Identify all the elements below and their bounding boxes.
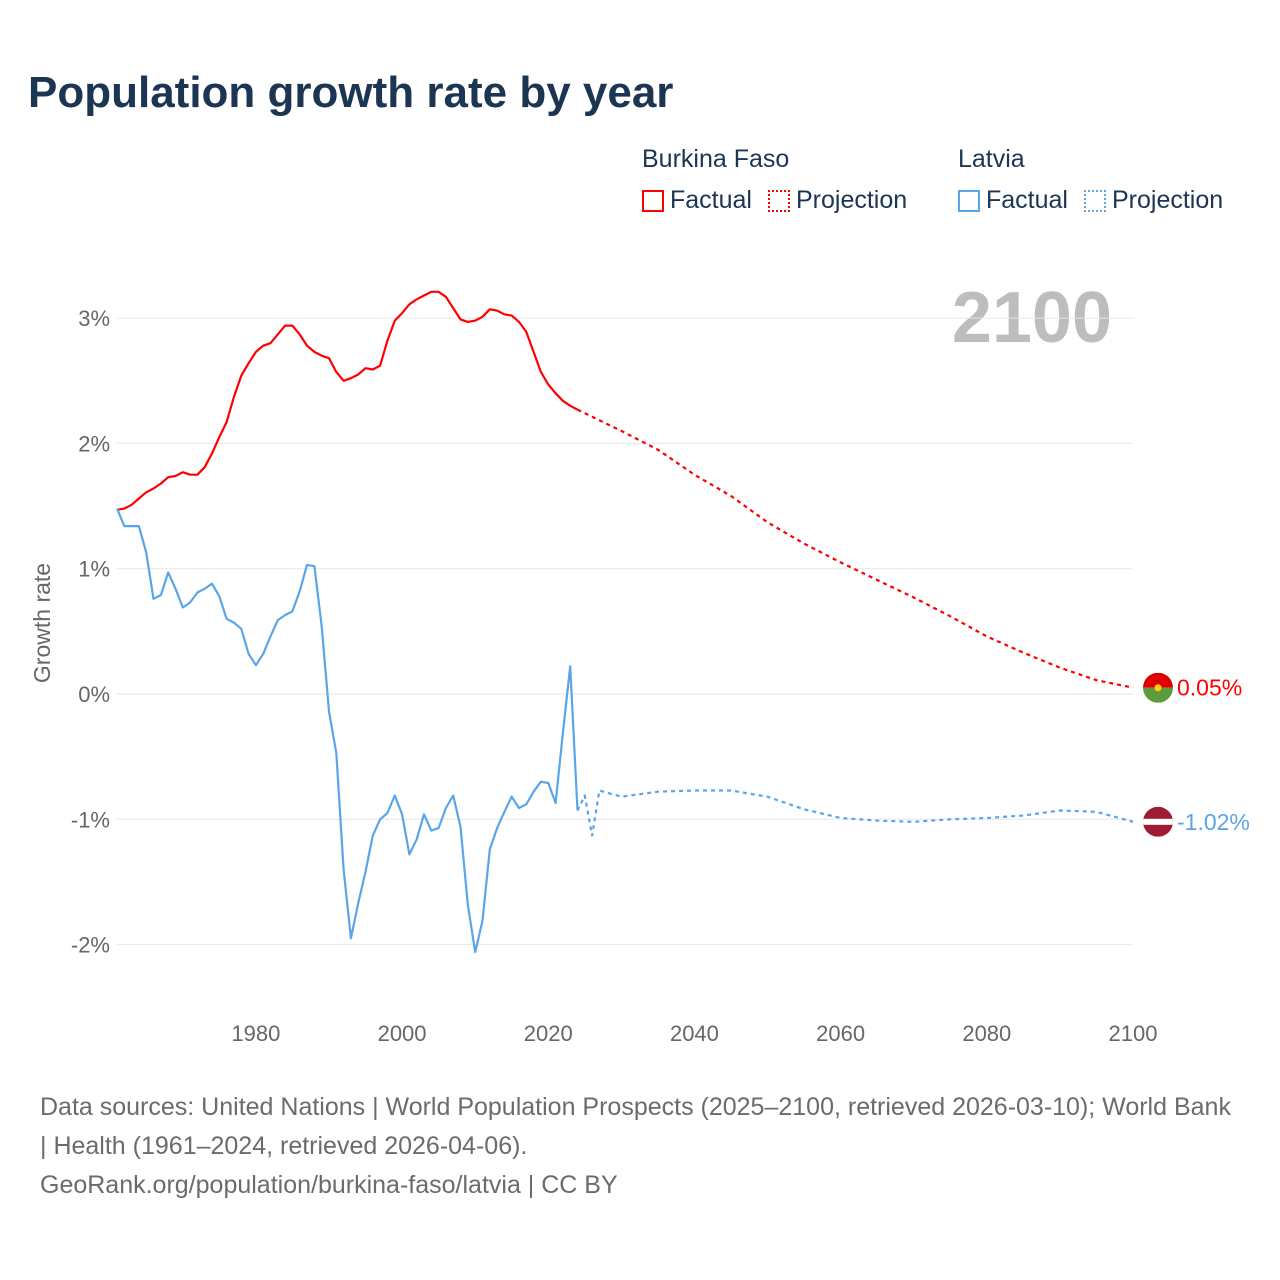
x-tick-label: 2060 [816,1021,865,1046]
y-axis-label: Growth rate [29,563,55,683]
footer: Data sources: United Nations | World Pop… [40,1088,1240,1205]
dotted-swatch-icon [1083,189,1106,212]
y-tick-label: 0% [78,682,110,707]
end-value-label: -1.02% [1177,809,1250,835]
y-tick-label: 1% [78,557,110,582]
legend-burkina-faso: Burkina Faso Factual Projection [642,145,907,215]
legend-label: Factual [670,186,752,214]
series-line-latvia-projection [576,789,1134,837]
legend-item-factual[interactable]: Factual [958,186,1068,215]
x-tick-label: 2000 [378,1021,427,1046]
legend-label: Projection [1111,186,1224,214]
data-sources: Data sources: United Nations | World Pop… [40,1093,1231,1160]
dotted-swatch-icon [767,189,790,212]
y-tick-label: -1% [71,807,110,832]
x-tick-label: 1980 [231,1021,280,1046]
latvia-flag-icon [1143,806,1173,837]
legend-item-projection[interactable]: Projection [1083,186,1224,215]
y-tick-label: -2% [71,933,110,958]
y-tick-label: 2% [78,431,110,456]
legend-country-label: Latvia [958,145,1025,173]
x-tick-label: 2080 [962,1021,1011,1046]
series-line-burkina-faso-projection [577,408,1134,689]
legend-latvia: Latvia Factual Projection [958,145,1223,215]
credit-link[interactable]: GeoRank.org/population/burkina-faso/latv… [40,1171,618,1199]
end-value-label: 0.05% [1177,675,1242,701]
solid-swatch-icon [958,189,980,212]
legend-country-label: Burkina Faso [642,145,790,173]
series-line-burkina-faso-factual [116,290,579,511]
x-tick-label: 2040 [670,1021,719,1046]
x-tick-label: 2020 [524,1021,573,1046]
legend-label: Factual [986,186,1068,214]
legend-label: Projection [795,186,908,214]
y-tick-label: 3% [78,306,110,331]
solid-swatch-icon [642,189,664,212]
chart-title: Population growth rate by year [28,68,674,117]
burkina-faso-flag-icon [1143,672,1173,703]
series-line-latvia-factual [115,508,579,954]
legend-item-projection[interactable]: Projection [767,186,908,215]
x-tick-label: 2100 [1109,1021,1158,1046]
legend-item-factual[interactable]: Factual [642,186,752,215]
